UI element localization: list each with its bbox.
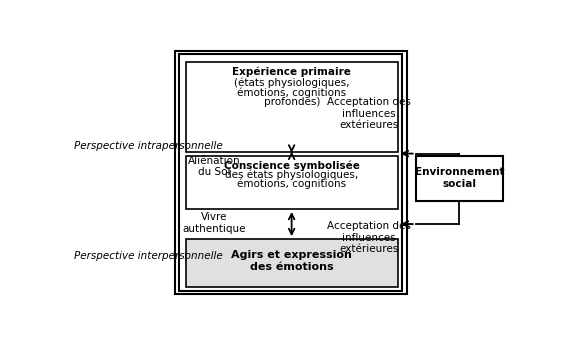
Text: des états physiologiques,: des états physiologiques, xyxy=(225,170,358,180)
Text: Expérience primaire: Expérience primaire xyxy=(232,67,351,77)
Text: émotions, cognitions: émotions, cognitions xyxy=(237,87,346,98)
Text: (états physiologiques,: (états physiologiques, xyxy=(234,78,350,88)
Bar xyxy=(175,51,407,294)
Text: Acceptation des
influences
extérieures: Acceptation des influences extérieures xyxy=(327,97,411,131)
Bar xyxy=(186,62,398,152)
Bar xyxy=(179,54,402,291)
Text: Perspective intrapersonnelle: Perspective intrapersonnelle xyxy=(74,141,223,152)
Text: Perspective interpersonnelle: Perspective interpersonnelle xyxy=(74,251,223,261)
Bar xyxy=(416,156,503,201)
Text: Aliénation
du Soi: Aliénation du Soi xyxy=(188,156,240,177)
Bar xyxy=(186,156,398,209)
Text: des émotions: des émotions xyxy=(250,262,334,272)
Text: émotions, cognitions: émotions, cognitions xyxy=(237,179,346,190)
Text: Vivre
authentique: Vivre authentique xyxy=(182,212,246,234)
Bar xyxy=(186,239,398,287)
Text: Agirs et expression: Agirs et expression xyxy=(232,251,353,260)
Text: Conscience symbolisée: Conscience symbolisée xyxy=(224,160,360,171)
Text: profondes): profondes) xyxy=(264,97,320,107)
Text: social: social xyxy=(442,179,476,188)
Text: Acceptation des
influences
extérieures: Acceptation des influences extérieures xyxy=(327,221,411,254)
Text: Environnement: Environnement xyxy=(415,167,504,177)
